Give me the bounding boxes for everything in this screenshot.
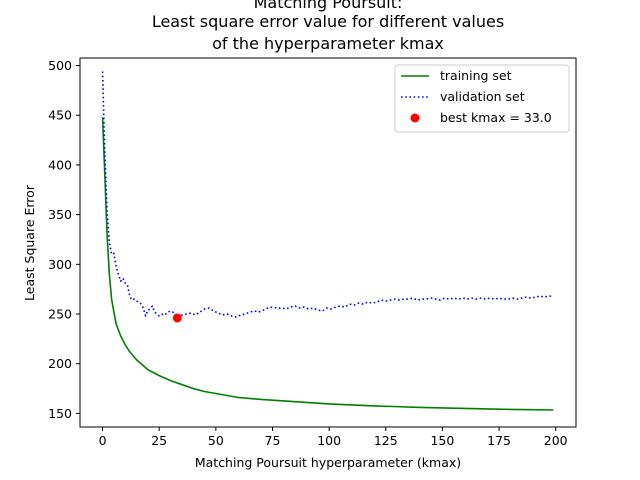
x-tick-label: 150 [430, 433, 454, 448]
legend-swatch-best [410, 113, 420, 123]
y-tick-label: 400 [48, 157, 72, 172]
x-tick-label: 175 [487, 433, 511, 448]
y-tick-label: 300 [48, 257, 72, 272]
axes-frame [79, 57, 577, 428]
x-tick-label: 100 [317, 433, 341, 448]
x-tick-label: 25 [151, 433, 167, 448]
legend-label-training: training set [440, 68, 512, 83]
plot-area: 0 25 50 75 100 125 150 175 200 150 200 250 300 350 40… [48, 57, 577, 448]
chart-title-line-1: Matching Poursuit: [254, 0, 403, 12]
x-tick-label: 200 [544, 433, 568, 448]
y-tick-label: 250 [48, 307, 72, 322]
y-tick-label: 200 [48, 356, 72, 371]
legend: training set validation set best kmax = … [394, 64, 570, 133]
legend-box [394, 64, 570, 133]
series-layer [101, 71, 554, 411]
best-point-marker [172, 313, 182, 323]
marker-layer [172, 313, 182, 323]
chart-title-line-3: of the hyperparameter kmax [212, 34, 444, 53]
y-tick-label: 500 [48, 58, 72, 73]
legend-label-validation: validation set [440, 89, 525, 104]
y-tick-label: 350 [48, 207, 72, 222]
legend-label-best: best kmax = 33.0 [440, 110, 552, 125]
y-tick-label: 150 [48, 406, 72, 421]
chart-title-line-2: Least square error value for different v… [152, 12, 504, 31]
y-axis-ticks: 150 200 250 300 350 400 450 500 [48, 58, 80, 421]
y-tick-label: 450 [48, 108, 72, 123]
x-tick-label: 125 [374, 433, 398, 448]
x-axis-label: Matching Poursuit hyperparameter (kmax) [195, 455, 461, 470]
x-axis-ticks: 0 25 50 75 100 125 150 175 200 [99, 427, 568, 448]
x-tick-label: 50 [208, 433, 224, 448]
x-tick-label: 75 [265, 433, 281, 448]
series-line-validation [101, 71, 554, 319]
series-line-training [101, 117, 554, 411]
y-axis-label: Least Square Error [22, 184, 37, 301]
x-tick-label: 0 [99, 433, 107, 448]
